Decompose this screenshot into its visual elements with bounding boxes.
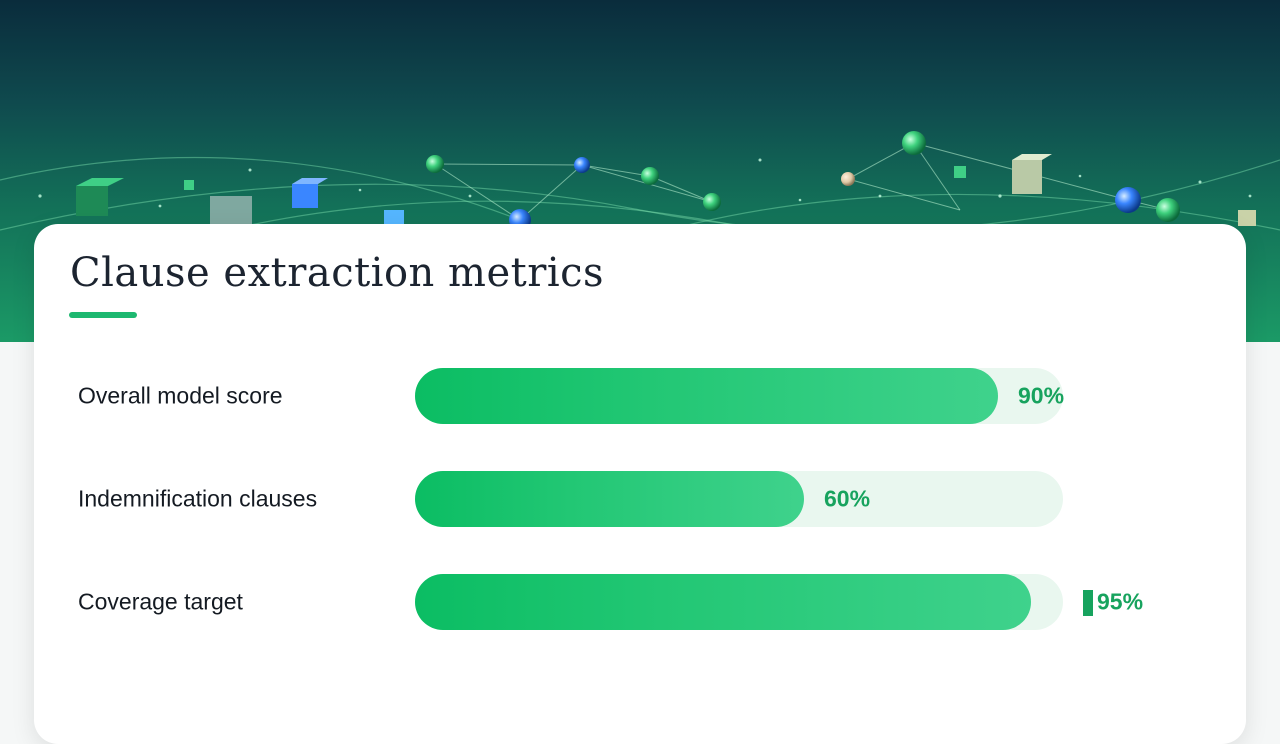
bar-value-label: 60% (824, 485, 871, 512)
bar-label: Coverage target (78, 588, 243, 615)
bar-row: Coverage target 95% (34, 574, 1246, 630)
title-accent-line (69, 312, 137, 318)
bar-row: Indemnification clauses 60% (34, 471, 1246, 527)
bar-fill (415, 574, 1031, 630)
bar-track (415, 471, 1063, 527)
bar-row: Overall model score 90% (34, 368, 1246, 424)
bar-value-label: 95% (1097, 588, 1144, 615)
bar-label: Overall model score (78, 382, 283, 409)
bar-value-label: 90% (1018, 382, 1065, 409)
bar-fill (415, 368, 998, 424)
bar-track (415, 368, 1063, 424)
bar-fill (415, 471, 804, 527)
bar-track (415, 574, 1063, 630)
target-marker (1083, 590, 1093, 616)
bar-label: Indemnification clauses (78, 485, 318, 512)
chart-title: Clause extraction metrics (70, 250, 605, 296)
chart-card: Clause extraction metrics Overall model … (34, 224, 1246, 744)
